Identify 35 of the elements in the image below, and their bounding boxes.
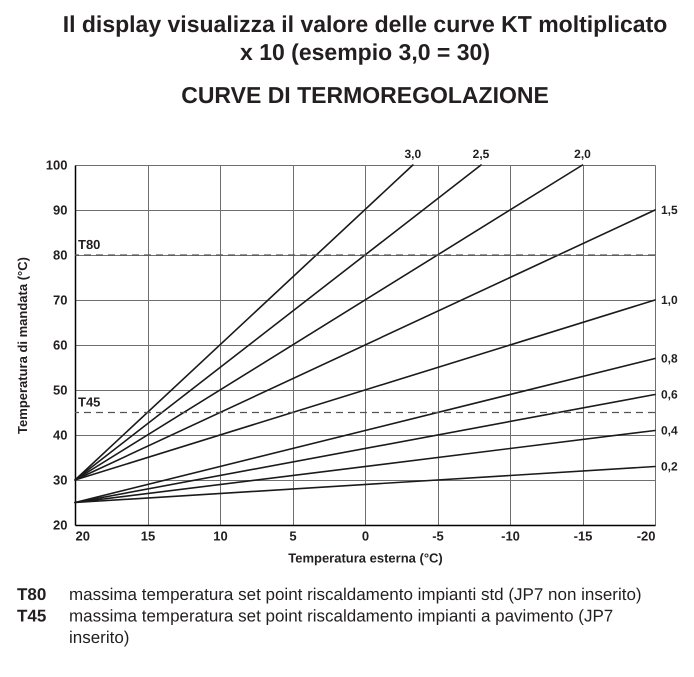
- series-label: 1,0: [661, 293, 678, 307]
- ref-line-label: T45: [78, 394, 100, 410]
- text: T80 massima temperatura set point riscaldamento impianti std (JP7 non inserito): [17, 585, 642, 604]
- x-tick-label: 10: [213, 528, 228, 544]
- series-label: 1,5: [661, 203, 678, 217]
- x-tick-label: -15: [574, 528, 592, 544]
- x-tick-label: -10: [501, 528, 520, 544]
- series-label: 3,0: [404, 147, 422, 161]
- series-label: 2,0: [574, 147, 592, 161]
- y-tick-label: 90: [53, 202, 68, 218]
- y-axis-title: Temperatura di mandata (°C): [14, 257, 30, 434]
- ref-line-label: T80: [78, 237, 100, 252]
- y-tick-label: 20: [53, 518, 68, 532]
- x-tick-label: 15: [140, 528, 156, 544]
- chart-title: Il display visualizza il valore delle curve KT moltiplicato x 10 (esempio 3,0 = 30): [62, 11, 668, 65]
- y-tick-label: 100: [46, 158, 68, 172]
- x-tick-label: -20: [636, 528, 656, 544]
- series-label: 0,8: [661, 352, 678, 366]
- y-tick-label: 30: [53, 472, 68, 488]
- series-label: 2,5: [472, 147, 490, 161]
- text: T45 massima temperatura set point riscaldamento impianti a pavimento (JP7 inserito): [17, 606, 614, 647]
- series-label: 0,4: [661, 424, 678, 438]
- x-tick-label: 0: [362, 528, 370, 544]
- x-tick-label: 5: [289, 528, 297, 544]
- y-tick-label: 50: [53, 382, 68, 398]
- x-tick-label: 20: [76, 528, 90, 544]
- x-axis-title: Temperatura esterna (°C): [288, 550, 443, 566]
- y-tick-label: 60: [53, 338, 68, 352]
- y-tick-label: 80: [53, 248, 68, 262]
- y-tick-label: 40: [53, 428, 68, 442]
- x-tick-label: -5: [432, 528, 444, 544]
- chart-subtitle: CURVE DI TERMOREGOLAZIONE: [181, 82, 549, 108]
- series-label: 0,6: [661, 388, 678, 402]
- series-label: 0,2: [661, 460, 678, 474]
- y-tick-label: 70: [53, 292, 68, 308]
